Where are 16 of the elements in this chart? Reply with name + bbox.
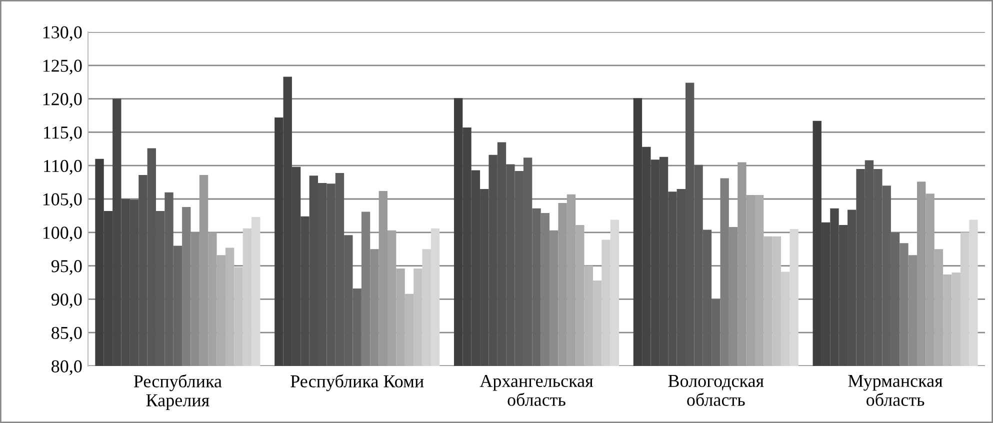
y-tick-label: 105,0 xyxy=(43,193,82,208)
x-tick-label: Мурманская область xyxy=(848,374,943,406)
x-tick-label: Республика Коми xyxy=(290,374,424,392)
x-tick-label: Вологодская область xyxy=(668,375,764,406)
y-tick-label: 120,0 xyxy=(43,93,82,108)
y-tick-label: 100,0 xyxy=(43,226,82,242)
y-tick-label: 95,0 xyxy=(51,260,82,275)
y-tick-label: 80,0 xyxy=(52,360,82,376)
x-tick-label: Республика Карелия xyxy=(134,374,222,410)
y-tick-label: 85,0 xyxy=(52,326,82,342)
x-tick-label: Архангельская область xyxy=(480,374,594,406)
y-tick-label: 90,0 xyxy=(51,293,82,308)
y-tick-label: 110,0 xyxy=(44,160,82,175)
y-tick-label: 115,0 xyxy=(44,126,82,142)
y-tick-label: 125,0 xyxy=(43,60,82,74)
y-tick-label: 130,0 xyxy=(43,26,82,42)
